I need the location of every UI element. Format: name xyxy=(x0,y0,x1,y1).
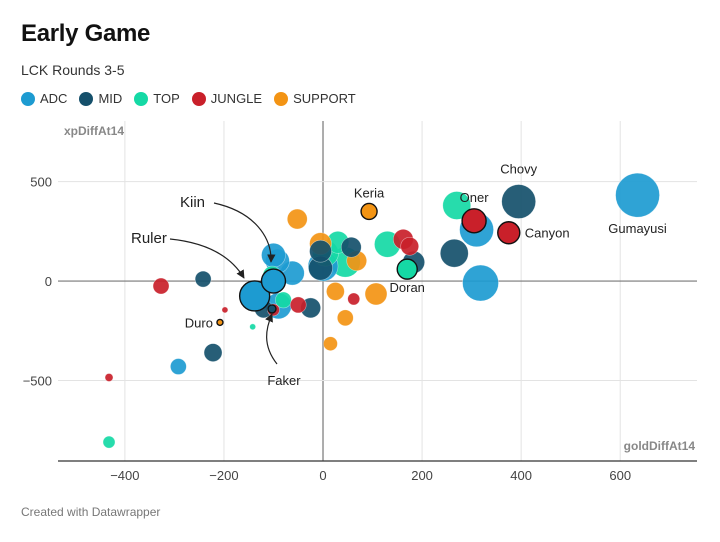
data-point-top xyxy=(442,191,472,220)
legend-swatch-adc xyxy=(21,91,35,106)
data-point-support xyxy=(286,208,308,230)
x-tick-label: 600 xyxy=(609,468,631,483)
legend-label-mid: MID xyxy=(98,91,123,106)
data-point-support xyxy=(364,282,388,306)
data-point-mid xyxy=(309,239,332,263)
chart-subtitle: LCK Rounds 3-5 xyxy=(21,62,125,78)
point-label-chovy: Chovy xyxy=(500,162,537,177)
legend-label-support: SUPPORT xyxy=(293,91,356,106)
data-point-adc xyxy=(238,280,271,312)
point-label-oner: Oner xyxy=(460,190,490,205)
point-label-canyon: Canyon xyxy=(525,226,570,241)
data-point-adc xyxy=(260,268,287,294)
x-tick-label: 0 xyxy=(319,468,326,483)
data-point-top xyxy=(275,291,292,309)
data-point-mid xyxy=(194,270,212,288)
y-tick-label: 0 xyxy=(45,274,52,289)
legend-item-top[interactable]: TOP xyxy=(134,91,180,106)
data-point-support xyxy=(326,282,345,301)
data-points xyxy=(102,172,660,449)
grid xyxy=(58,121,697,462)
chart-title: Early Game xyxy=(21,20,151,47)
data-point-adc xyxy=(261,242,286,268)
data-point-jungle xyxy=(289,296,307,314)
y-tick-label: 500 xyxy=(30,175,52,190)
data-point-adc xyxy=(462,264,499,302)
point-label-duro: Duro xyxy=(185,315,213,330)
data-point-adc xyxy=(170,358,187,375)
data-point-support xyxy=(337,309,354,327)
legend-label-adc: ADC xyxy=(40,91,68,106)
data-point-mid xyxy=(439,238,469,268)
x-tick-label: 200 xyxy=(411,468,433,483)
legend-swatch-support xyxy=(274,91,289,106)
annotation-kiin: Kiin xyxy=(180,194,205,211)
point-label-gumayusi: Gumayusi xyxy=(608,221,667,236)
y-axis-title: xpDiffAt14 xyxy=(64,124,124,138)
point-label-keria: Keria xyxy=(354,185,385,200)
legend-label-jungle: JUNGLE xyxy=(210,91,263,106)
data-point-adc xyxy=(615,172,660,218)
annotation-arrow-kiin xyxy=(213,202,276,263)
legend-swatch-top xyxy=(134,91,149,106)
annotation-arrow-faker xyxy=(265,313,278,365)
data-point-top xyxy=(102,435,116,449)
legend-item-jungle[interactable]: JUNGLE xyxy=(191,91,263,106)
data-point-jungle xyxy=(400,236,419,256)
data-point-support xyxy=(360,202,378,221)
data-point-mid xyxy=(203,343,223,362)
footer-credit: Created with Datawrapper xyxy=(21,505,161,519)
data-point-mid xyxy=(501,184,536,219)
axis-ticks: −400 −200 0 200 400 600 −500 0 500 xpDiffAt14 gold… xyxy=(23,124,696,483)
data-point-jungle xyxy=(461,208,487,234)
x-tick-label: 400 xyxy=(510,468,532,483)
point-label-faker: Faker xyxy=(267,373,301,388)
data-point-mid xyxy=(340,236,362,258)
legend-item-mid[interactable]: MID xyxy=(79,91,122,106)
point-label-doran: Doran xyxy=(390,280,425,295)
x-axis-title: goldDiffAt14 xyxy=(624,439,696,453)
data-point-top xyxy=(249,323,256,331)
y-tick-label: −500 xyxy=(23,373,52,388)
legend: ADC MID TOP JUNGLE SUPPORT xyxy=(21,91,368,106)
legend-item-adc[interactable]: ADC xyxy=(21,91,67,106)
point-labels: Gumayusi Chovy Canyon Oner Doran Keria Faker Du… xyxy=(185,162,667,388)
annotation-arrow-ruler xyxy=(169,238,245,279)
data-point-support xyxy=(323,336,338,351)
legend-swatch-mid xyxy=(79,91,94,106)
data-point-support xyxy=(216,318,224,327)
data-point-jungle xyxy=(104,373,114,382)
annotations: Kiin Ruler xyxy=(131,194,278,365)
data-point-mid xyxy=(267,304,277,314)
data-point-top xyxy=(396,258,418,280)
data-point-jungle xyxy=(347,292,361,306)
annotation-ruler: Ruler xyxy=(131,230,167,247)
data-point-jungle xyxy=(221,306,229,314)
legend-swatch-jungle xyxy=(191,91,206,106)
x-tick-label: −400 xyxy=(110,468,139,483)
legend-item-support[interactable]: SUPPORT xyxy=(274,91,356,106)
legend-label-top: TOP xyxy=(153,91,180,106)
data-point-jungle xyxy=(152,277,170,295)
data-point-jungle xyxy=(497,221,521,245)
x-tick-label: −200 xyxy=(209,468,238,483)
